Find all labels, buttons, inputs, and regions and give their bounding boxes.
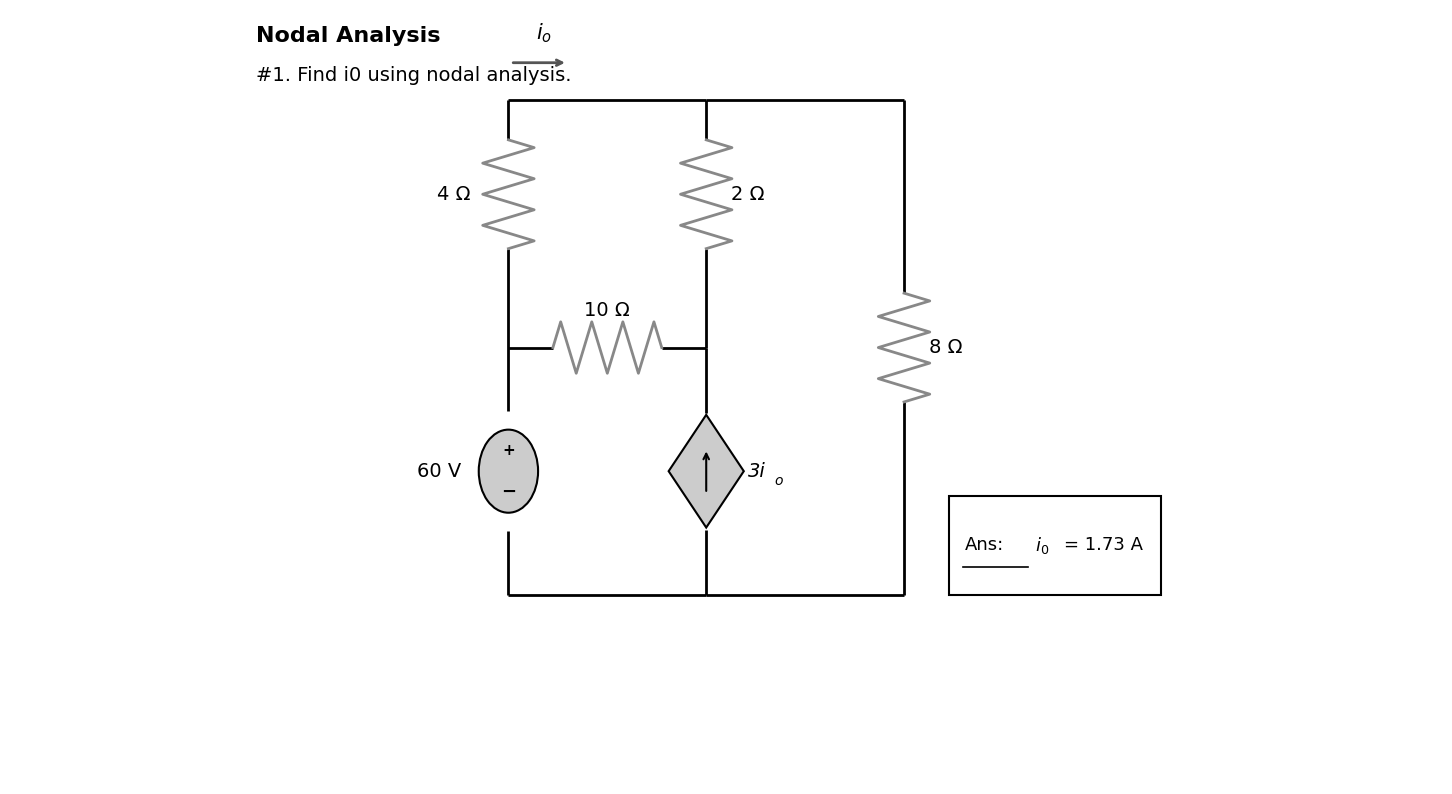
Text: 8 Ω: 8 Ω	[929, 338, 963, 357]
Text: 2 Ω: 2 Ω	[730, 185, 764, 204]
FancyBboxPatch shape	[948, 496, 1162, 595]
Text: $i_o$: $i_o$	[536, 21, 552, 45]
Polygon shape	[668, 414, 743, 527]
Text: −: −	[501, 483, 515, 501]
Text: 10 Ω: 10 Ω	[585, 301, 630, 320]
Text: Ans:: Ans:	[966, 537, 1005, 554]
Text: 60 V: 60 V	[417, 461, 460, 480]
Text: 4 Ω: 4 Ω	[437, 185, 470, 204]
Ellipse shape	[479, 430, 539, 513]
Text: Nodal Analysis: Nodal Analysis	[256, 26, 441, 46]
Text: 3i: 3i	[748, 461, 765, 480]
Text: o: o	[774, 474, 783, 488]
Text: +: +	[502, 443, 515, 458]
Text: #1. Find i0 using nodal analysis.: #1. Find i0 using nodal analysis.	[256, 66, 572, 85]
Text: = 1.73 A: = 1.73 A	[1064, 537, 1143, 554]
Text: $i_0$: $i_0$	[1035, 535, 1048, 556]
